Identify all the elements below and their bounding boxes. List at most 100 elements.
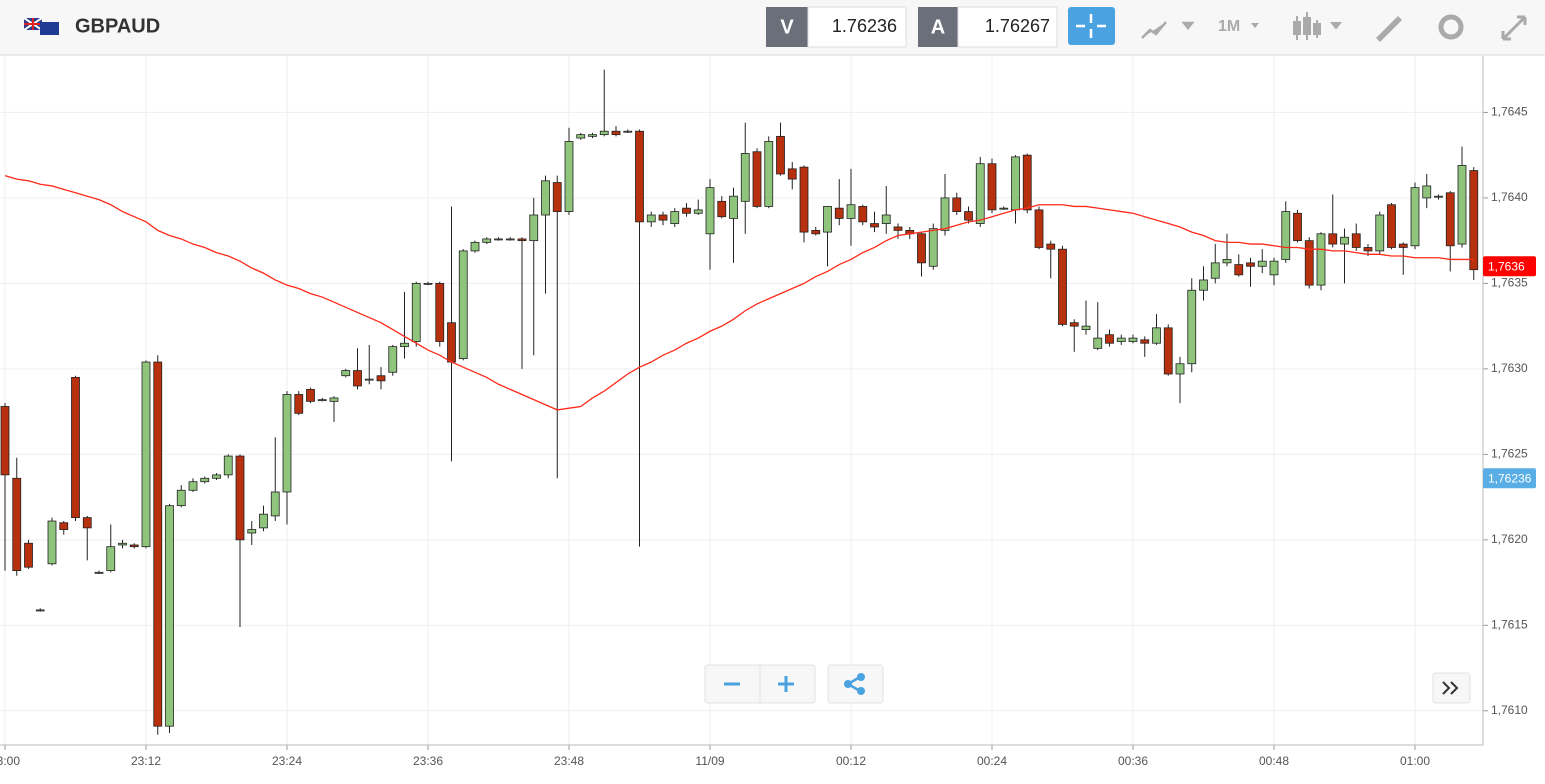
candle-body bbox=[1387, 204, 1396, 248]
y-tick-label: 1,7640 bbox=[1491, 190, 1528, 204]
price-tag bbox=[1483, 468, 1536, 489]
candle-body bbox=[870, 223, 879, 228]
candle-body bbox=[165, 505, 174, 727]
price-tag bbox=[1483, 256, 1536, 277]
candle-body bbox=[1105, 334, 1114, 344]
y-tick-label: 1,7615 bbox=[1491, 617, 1528, 631]
candle-body bbox=[1034, 209, 1044, 248]
price-tag-label: 1,7636 bbox=[1488, 259, 1525, 273]
candle-body bbox=[1340, 236, 1349, 245]
candle-body bbox=[212, 474, 221, 479]
candle-body bbox=[658, 214, 668, 221]
candle-body bbox=[517, 238, 527, 242]
candle-body bbox=[1152, 327, 1161, 344]
sell-price[interactable]: 1.76236 bbox=[832, 16, 897, 36]
candle-body bbox=[118, 542, 127, 546]
candle-body bbox=[1410, 187, 1420, 247]
candle-body bbox=[787, 168, 797, 180]
candle-body bbox=[494, 238, 503, 241]
candle-body bbox=[1116, 337, 1126, 342]
drawing-button[interactable] bbox=[1376, 16, 1402, 42]
x-tick-label: 23:48 bbox=[554, 754, 584, 768]
settings-button[interactable] bbox=[1438, 14, 1464, 40]
candle-body bbox=[529, 214, 539, 242]
candle-body bbox=[470, 241, 480, 252]
candle-body bbox=[1210, 262, 1220, 279]
candle-body bbox=[1199, 279, 1208, 291]
timeframe[interactable]: 1M bbox=[1218, 18, 1240, 35]
x-tick-label: 00:36 bbox=[1118, 754, 1148, 768]
candle-body bbox=[881, 214, 891, 224]
candle-body bbox=[611, 130, 621, 136]
candle-body bbox=[1022, 154, 1032, 211]
candle-body bbox=[270, 491, 280, 517]
candle-body bbox=[306, 388, 315, 402]
candle-body bbox=[353, 370, 362, 387]
candle-body bbox=[235, 455, 245, 541]
candle-body bbox=[1175, 363, 1185, 375]
candle-body bbox=[1046, 243, 1056, 250]
chart-type-button[interactable] bbox=[1141, 21, 1195, 39]
candle-body bbox=[1445, 192, 1455, 247]
candle-body bbox=[776, 135, 785, 175]
candle-body bbox=[1281, 211, 1291, 260]
sell-button[interactable] bbox=[766, 7, 808, 47]
candle-body bbox=[635, 130, 644, 223]
candle-body bbox=[1140, 339, 1150, 344]
buy-price-box[interactable] bbox=[957, 6, 1058, 48]
candle-body bbox=[964, 211, 973, 221]
candle-body bbox=[1269, 260, 1279, 276]
crosshair-button[interactable] bbox=[1068, 7, 1115, 45]
candle-body bbox=[1011, 156, 1020, 211]
candle-body bbox=[317, 399, 327, 402]
candle-body bbox=[24, 542, 33, 568]
candle-body bbox=[188, 481, 198, 491]
candle-body bbox=[176, 489, 186, 507]
x-tick-label: 23:36 bbox=[413, 754, 443, 768]
candle-body bbox=[1246, 262, 1255, 267]
buy-price[interactable]: 1.76267 bbox=[985, 16, 1050, 36]
candle-body bbox=[1187, 289, 1197, 365]
candle-body bbox=[740, 153, 750, 202]
candle-body bbox=[599, 130, 609, 136]
candle-body bbox=[799, 166, 809, 233]
candle-body bbox=[458, 250, 468, 360]
buy-button[interactable] bbox=[918, 7, 958, 47]
candle-body bbox=[1422, 185, 1432, 199]
candle-body bbox=[670, 211, 680, 224]
candle-body bbox=[1363, 247, 1373, 252]
candle-body bbox=[153, 361, 163, 727]
candle-body bbox=[541, 180, 550, 216]
candle-body bbox=[106, 546, 116, 572]
candle-body bbox=[482, 238, 492, 243]
candle-body bbox=[987, 163, 997, 211]
candle-body bbox=[259, 513, 268, 529]
share-button[interactable] bbox=[827, 664, 884, 704]
candle-body bbox=[435, 282, 445, 342]
price-tag-label: 1,76236 bbox=[1488, 471, 1532, 485]
candle-body bbox=[999, 207, 1009, 210]
candle-body bbox=[705, 187, 715, 235]
sell-price-box[interactable] bbox=[807, 6, 907, 48]
candle-body bbox=[200, 477, 210, 483]
candle-body bbox=[1328, 233, 1338, 245]
candle-style-button[interactable] bbox=[1293, 12, 1343, 40]
candle-body bbox=[846, 204, 856, 219]
candle-body bbox=[376, 375, 386, 382]
fullscreen-button[interactable] bbox=[1501, 15, 1527, 41]
candle-body bbox=[447, 322, 456, 363]
candle-body bbox=[1234, 264, 1244, 276]
candle-body bbox=[1304, 240, 1314, 286]
candle-body bbox=[952, 197, 962, 212]
sell-label[interactable]: V bbox=[780, 16, 794, 38]
buy-label[interactable]: A bbox=[931, 16, 945, 38]
candle-body bbox=[552, 182, 562, 212]
scroll-end-button[interactable] bbox=[1432, 672, 1471, 704]
candle-body bbox=[12, 477, 22, 572]
candle-body bbox=[1457, 165, 1467, 245]
zoom-in-button[interactable] bbox=[778, 676, 794, 692]
candle-body bbox=[341, 370, 351, 377]
y-tick-label: 1,7620 bbox=[1491, 532, 1528, 546]
